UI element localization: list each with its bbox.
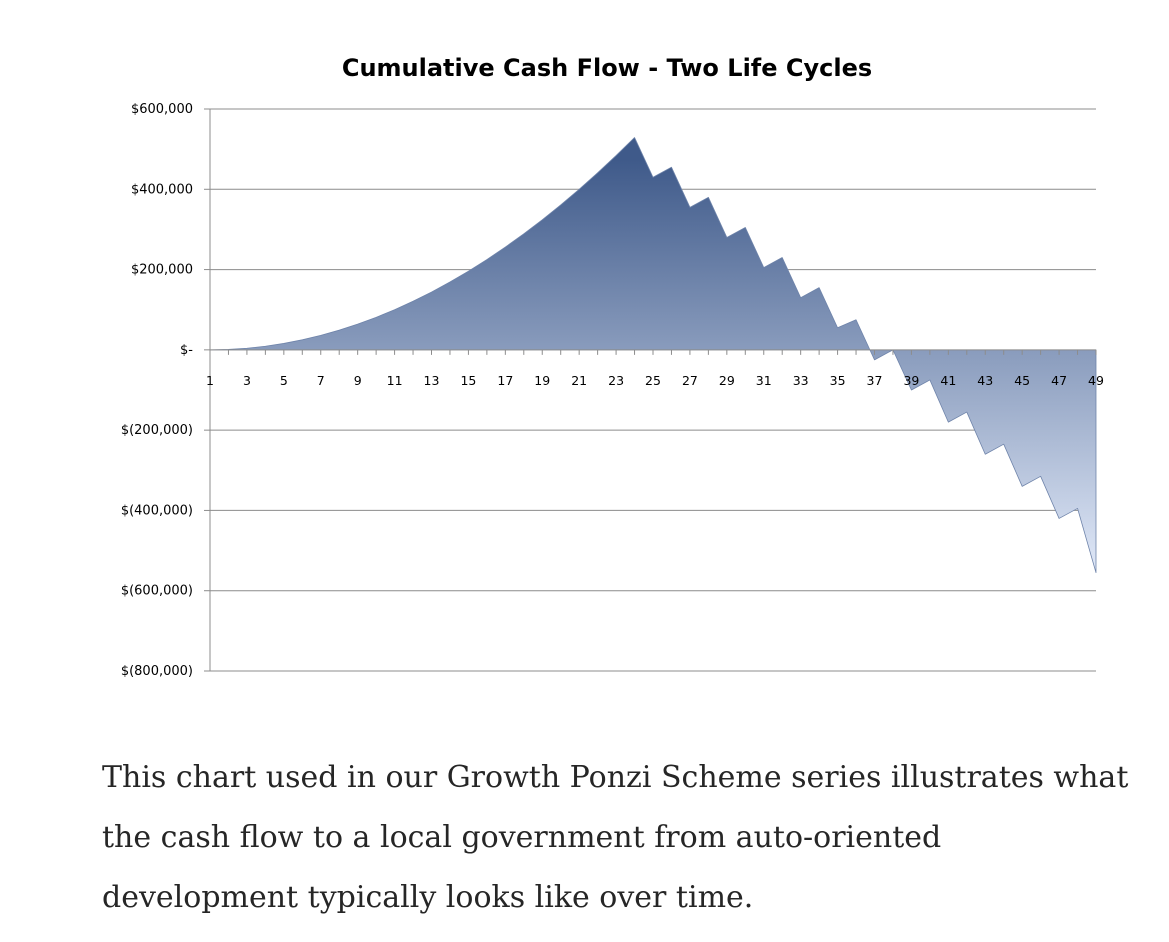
x-tick-label: 15 bbox=[460, 373, 476, 388]
x-tick-label: 1 bbox=[206, 373, 214, 388]
x-tick-label: 49 bbox=[1088, 373, 1104, 388]
y-tick-label: $(400,000) bbox=[121, 503, 193, 518]
y-tick-label: $(200,000) bbox=[121, 423, 193, 438]
y-axis: $600,000 $400,000 $200,000 $- $(200,000) $(40… bbox=[121, 102, 210, 679]
y-tick-label: $600,000 bbox=[131, 102, 193, 117]
chart-title: Cumulative Cash Flow - Two Life Cycles bbox=[342, 54, 872, 82]
x-tick-label: 27 bbox=[682, 373, 698, 388]
x-tick-label: 25 bbox=[645, 373, 661, 388]
x-tick-label: 19 bbox=[534, 373, 550, 388]
x-tick-label: 23 bbox=[608, 373, 624, 388]
plot-area bbox=[209, 137, 1097, 574]
x-tick-label: 5 bbox=[280, 373, 288, 388]
x-tick-label: 17 bbox=[497, 373, 513, 388]
x-tick-label: 9 bbox=[354, 373, 362, 388]
y-tick-label: $- bbox=[180, 343, 193, 358]
x-tick-label: 35 bbox=[830, 373, 846, 388]
y-tick-label: $(600,000) bbox=[121, 584, 193, 599]
y-tick-label: $400,000 bbox=[131, 182, 193, 197]
x-tick-label: 31 bbox=[756, 373, 772, 388]
y-tick-label: $200,000 bbox=[131, 263, 193, 278]
x-tick-label: 3 bbox=[243, 373, 251, 388]
x-tick-label: 11 bbox=[387, 373, 403, 388]
area-series bbox=[209, 137, 1097, 574]
x-axis: 1 3 5 7 9 11 13 15 17 19 21 23 25 27 29 31 33 35 37 39 41 43 4… bbox=[206, 349, 1104, 388]
x-tick-label: 37 bbox=[867, 373, 883, 388]
y-tick-label: $(800,000) bbox=[121, 664, 193, 679]
x-tick-label: 39 bbox=[903, 373, 919, 388]
chart: Cumulative Cash Flow - Two Life Cycles $… bbox=[121, 54, 1104, 679]
x-tick-label: 29 bbox=[719, 373, 735, 388]
x-tick-label: 13 bbox=[424, 373, 440, 388]
x-tick-label: 45 bbox=[1014, 373, 1030, 388]
x-tick-label: 33 bbox=[793, 373, 809, 388]
x-tick-label: 7 bbox=[317, 373, 325, 388]
x-tick-label: 41 bbox=[940, 373, 956, 388]
chart-caption: This chart used in our Growth Ponzi Sche… bbox=[102, 760, 1129, 915]
x-tick-label: 43 bbox=[977, 373, 993, 388]
x-tick-label: 21 bbox=[571, 373, 587, 388]
x-tick-label: 47 bbox=[1051, 373, 1067, 388]
